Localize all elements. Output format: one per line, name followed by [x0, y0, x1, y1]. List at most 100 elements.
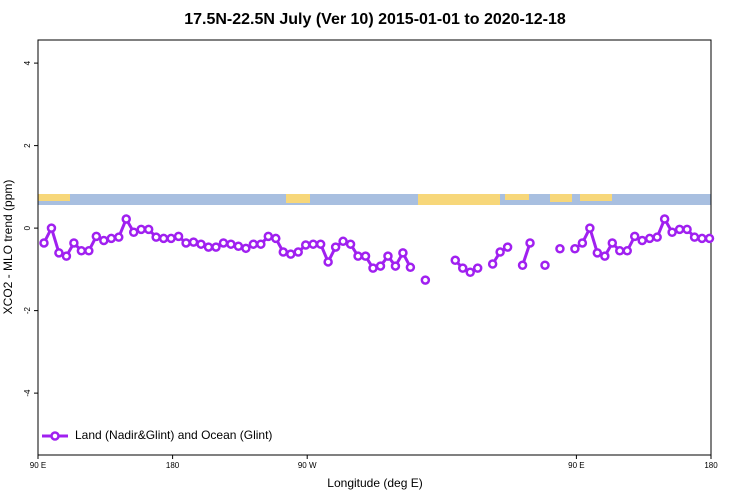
data-point [622, 246, 632, 256]
data-point [667, 227, 677, 237]
data-point [54, 248, 64, 258]
data-point [218, 238, 229, 248]
data-point [615, 246, 625, 256]
land-patch [38, 194, 70, 201]
data-point [585, 223, 595, 233]
x-tick-label: 90 E [30, 461, 46, 470]
x-axis-label: Longitude (deg E) [327, 476, 422, 490]
data-point [637, 235, 647, 246]
data-point [398, 248, 408, 258]
data-point [203, 242, 214, 252]
data-point [465, 267, 475, 278]
data-point [181, 238, 191, 248]
data-point [136, 224, 146, 235]
y-axis-label: XCO2 - MLO trend (ppm) [1, 180, 15, 315]
data-point [211, 242, 221, 252]
data-point [405, 262, 416, 273]
data-point [383, 251, 393, 261]
y-tick-label: 0 [23, 225, 32, 230]
legend-marker [50, 431, 60, 441]
data-point [652, 232, 662, 242]
data-point [256, 239, 266, 249]
data-point [420, 275, 431, 285]
land-patch [505, 194, 529, 200]
chart-title: 17.5N-22.5N July (Ver 10) 2015-01-01 to … [184, 11, 566, 28]
data-point [345, 239, 356, 249]
data-point [330, 242, 341, 252]
data-point [644, 233, 655, 244]
data-point [517, 260, 528, 270]
x-tick-label: 90 W [298, 461, 317, 470]
data-point [697, 233, 707, 244]
data-point [592, 248, 603, 258]
x-tick-label: 180 [166, 461, 180, 470]
data-point [338, 236, 348, 247]
data-point [188, 237, 199, 247]
data-point [600, 251, 610, 261]
data-point [241, 243, 251, 254]
data-point [682, 224, 692, 235]
y-tick-label: -4 [23, 389, 32, 397]
data-point [390, 261, 401, 271]
data-point [226, 239, 236, 249]
data-point [540, 260, 550, 270]
land-patch [418, 194, 500, 205]
data-point [555, 243, 565, 254]
data-point [353, 251, 363, 261]
legend-label: Land (Nadir&Glint) and Ocean (Glint) [75, 428, 272, 442]
data-point [495, 247, 505, 257]
data-point [308, 239, 318, 249]
surface-band [38, 194, 711, 205]
x-tick-label: 90 E [568, 461, 584, 470]
data-point [674, 224, 685, 235]
data-point [629, 231, 640, 242]
data-point [577, 238, 588, 248]
data-point [158, 233, 169, 244]
data-point [128, 227, 139, 237]
y-tick-label: 4 [23, 60, 32, 65]
data-point [121, 214, 131, 224]
data-point [323, 257, 333, 267]
data-point [315, 239, 326, 249]
y-tick-label: 2 [23, 143, 32, 148]
x-tick-label: 180 [704, 461, 718, 470]
y-tick-label: -2 [23, 307, 32, 315]
data-point [69, 238, 79, 248]
data-point [689, 232, 700, 242]
data-point [278, 247, 289, 257]
data-point [360, 251, 371, 261]
data-point [151, 232, 161, 242]
data-point [263, 231, 274, 242]
data-point [84, 246, 94, 256]
data-point [271, 233, 281, 244]
land-patch [550, 194, 572, 202]
data-point [368, 263, 378, 273]
data-point [285, 249, 296, 259]
data-point [570, 243, 580, 254]
data-point [61, 251, 72, 261]
land-patch [286, 194, 310, 203]
data-point [91, 231, 102, 242]
data-point [143, 224, 154, 235]
data-point [525, 238, 535, 248]
data-point [106, 233, 117, 244]
data-point [502, 242, 513, 252]
data-point [173, 231, 184, 242]
data-point [39, 238, 49, 248]
data-point [472, 263, 483, 273]
data-point [450, 255, 461, 266]
data-point [457, 263, 468, 273]
data-point [375, 261, 386, 271]
data-point [166, 233, 176, 244]
data-point [76, 246, 87, 256]
data-point [704, 233, 715, 244]
data-point [196, 239, 206, 249]
data-point [46, 223, 57, 233]
data-point [487, 259, 498, 269]
data-point [293, 247, 303, 257]
data-point [607, 238, 618, 248]
data-point [233, 241, 244, 252]
data-point [300, 240, 311, 250]
